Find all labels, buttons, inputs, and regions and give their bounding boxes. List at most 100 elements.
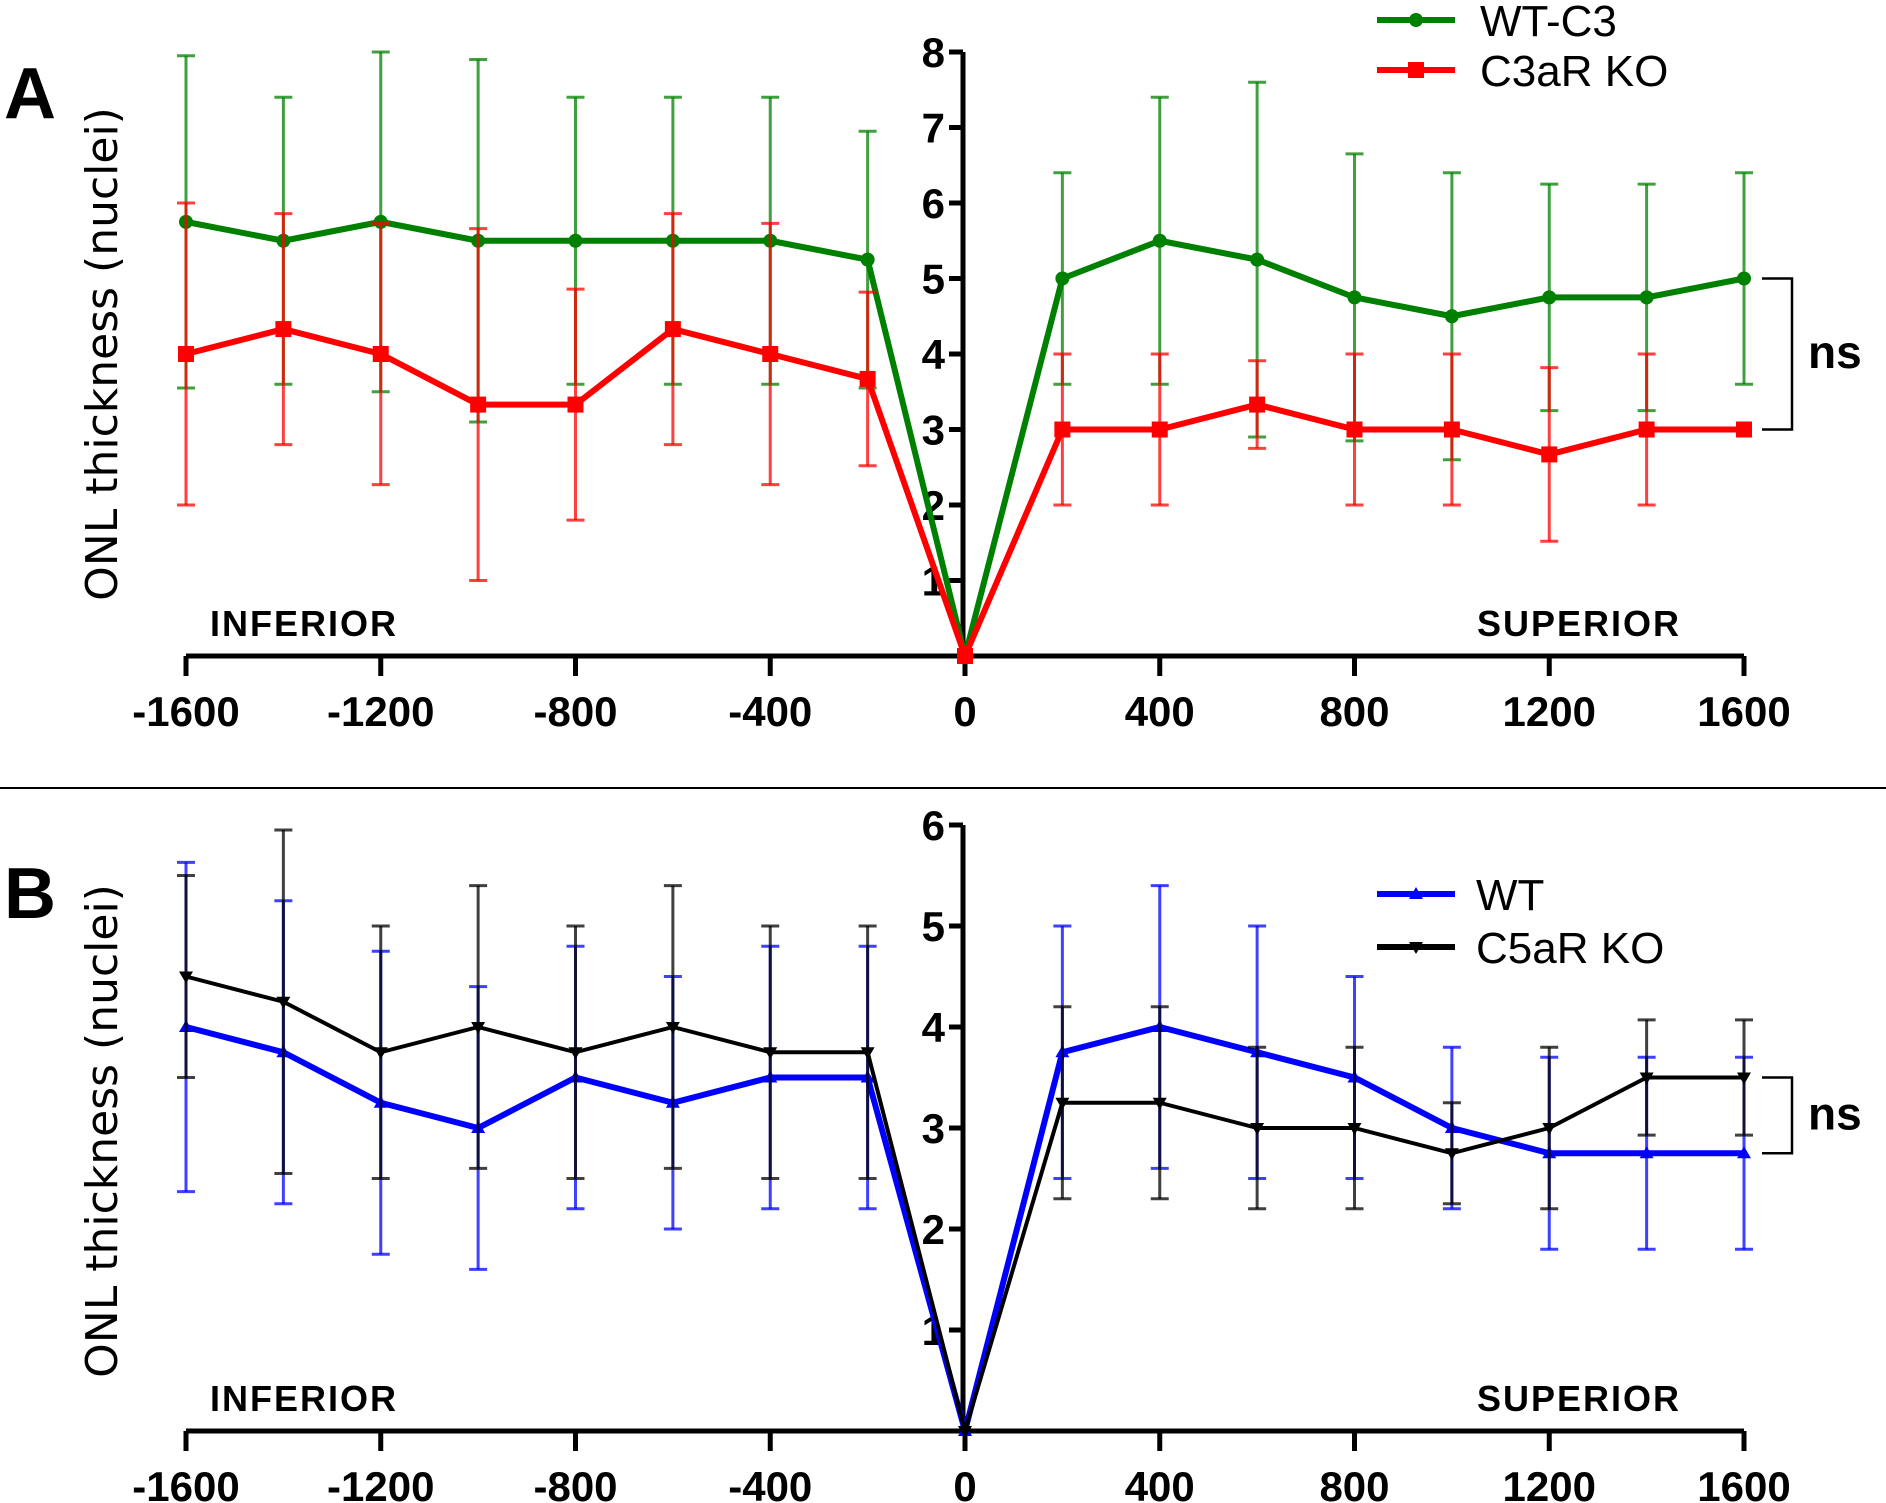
data-point [178, 346, 194, 362]
data-point [1444, 309, 1459, 324]
data-point [860, 252, 875, 267]
data-point [860, 1047, 875, 1060]
data-point [1054, 421, 1071, 438]
panel-b-plot: -1600 -1200 -800 -400 0 400 800 1200 1600123456W… [132, 802, 1861, 1503]
panel-a-x-tick-label: 1200 [1503, 688, 1596, 735]
panel-b-x-tick-label: -800 [533, 1463, 617, 1503]
panel-b-inferior-label: INFERIOR [210, 1378, 398, 1419]
data-point [664, 321, 681, 338]
panel-a-x-tick-label: -400 [728, 688, 812, 735]
data-point [1542, 1123, 1557, 1135]
data-point [957, 648, 973, 664]
panel-b-y-tick-label: 6 [922, 802, 945, 849]
panel-b-ns-bracket [1762, 1076, 1794, 1155]
panel-a-y-tick-label: 3 [922, 407, 945, 454]
panel-b-x-tick-label: 1600 [1697, 1463, 1790, 1503]
data-point [1152, 233, 1167, 248]
panel-a-x-tick-label: 0 [953, 688, 976, 735]
panel-b-y-tick-label: 3 [922, 1105, 945, 1152]
data-point [665, 1022, 680, 1034]
panel-a-x-tick-label: 800 [1319, 688, 1389, 735]
panel-b-x-tick-label: -400 [728, 1463, 812, 1503]
panel-a-x-tick-label: 400 [1125, 688, 1195, 735]
legend-marker [1408, 62, 1424, 78]
data-point [179, 971, 193, 984]
data-point [762, 346, 779, 362]
legend-marker [1409, 942, 1423, 954]
panel-b-y-tick-label: 2 [922, 1206, 945, 1253]
data-point [471, 1022, 486, 1034]
data-point [373, 214, 388, 229]
panel-b-x-tick-label: -1200 [327, 1463, 434, 1503]
panel-a-label: A [4, 54, 56, 134]
panel-a-y-tick-label: 1 [922, 558, 945, 605]
data-point [1737, 1146, 1751, 1159]
data-point [1151, 421, 1168, 438]
data-point [1347, 1123, 1362, 1135]
panel-b-y-axis-label: ONL thickness (nuclei) [77, 884, 128, 1378]
data-point [372, 346, 389, 362]
panel-b-x-tick-label: 400 [1125, 1463, 1195, 1503]
legend-marker [1409, 13, 1423, 27]
data-point [275, 321, 292, 338]
panel-a-inferior-label: INFERIOR [210, 603, 398, 644]
panel-a-ns-bracket [1762, 277, 1794, 431]
data-point [568, 233, 583, 248]
panel-b-x-tick-label: 1200 [1503, 1463, 1596, 1503]
panel-b-superior-label: SUPERIOR [1477, 1378, 1681, 1419]
panel-a-x-tick-label: -800 [533, 688, 617, 735]
panel-a-y-tick-label: 8 [922, 29, 945, 76]
data-point [1737, 1072, 1751, 1085]
data-point [1249, 396, 1266, 413]
data-point [567, 396, 584, 413]
panel-a-x-tick-label: 1600 [1697, 688, 1790, 735]
panel-a-legend-label: WT-C3 [1480, 0, 1617, 46]
data-point [1639, 290, 1654, 305]
panel-b-x-tick-label: 800 [1319, 1463, 1389, 1503]
panel-a-y-tick-label: 6 [922, 180, 945, 227]
panel-a-ns-label: ns [1808, 326, 1862, 378]
data-point [470, 396, 487, 413]
data-point [1055, 271, 1070, 286]
data-point [1444, 1148, 1459, 1161]
data-point [1250, 1123, 1265, 1135]
panel-a-legend-label: C3aR KO [1480, 47, 1668, 96]
data-point [1250, 252, 1265, 267]
data-point [1736, 421, 1752, 438]
panel-a-series-c3ar-ko [177, 201, 1752, 664]
panel-a-y-axis-label: ONL thickness (nuclei) [77, 107, 128, 601]
panel-a-x-tick-label: -1200 [327, 688, 434, 735]
data-point [1542, 290, 1557, 305]
panel-b-series-c5ar-ko [177, 828, 1753, 1438]
panel-a-y-tick-label: 7 [922, 105, 945, 152]
panel-b-x-tick-label: 0 [953, 1463, 976, 1503]
data-point [1346, 421, 1363, 438]
panel-a-plot: -1600 -1200 -800 -400 0 400 800 1200 16001234567… [132, 0, 1861, 735]
data-point [1347, 290, 1362, 305]
legend-marker [1409, 887, 1423, 899]
data-point [958, 1426, 972, 1438]
data-point [1639, 1146, 1654, 1159]
data-point [1443, 421, 1460, 438]
panel-b-legend-label: WT [1476, 871, 1544, 920]
panel-b-ns-label: ns [1808, 1087, 1862, 1139]
panel-b-legend-label: C5aR KO [1476, 924, 1664, 973]
data-point [568, 1047, 583, 1060]
data-point [859, 370, 876, 387]
data-point [1541, 446, 1558, 463]
panel-b-label: B [4, 854, 56, 934]
panel-a-x-tick-label: -1600 [132, 688, 239, 735]
data-point [1639, 1072, 1654, 1085]
data-point [1152, 1097, 1167, 1110]
data-point [1638, 421, 1655, 438]
panel-a-y-tick-label: 5 [922, 256, 945, 303]
data-point [373, 1047, 388, 1060]
data-point [1737, 271, 1751, 286]
data-point [276, 996, 291, 1009]
panel-a-y-tick-label: 4 [922, 331, 946, 378]
panel-b-y-tick-label: 5 [922, 903, 945, 950]
panel-b-y-tick-label: 4 [922, 1004, 946, 1051]
panel-a-superior-label: SUPERIOR [1477, 603, 1681, 644]
data-point [763, 1047, 778, 1060]
